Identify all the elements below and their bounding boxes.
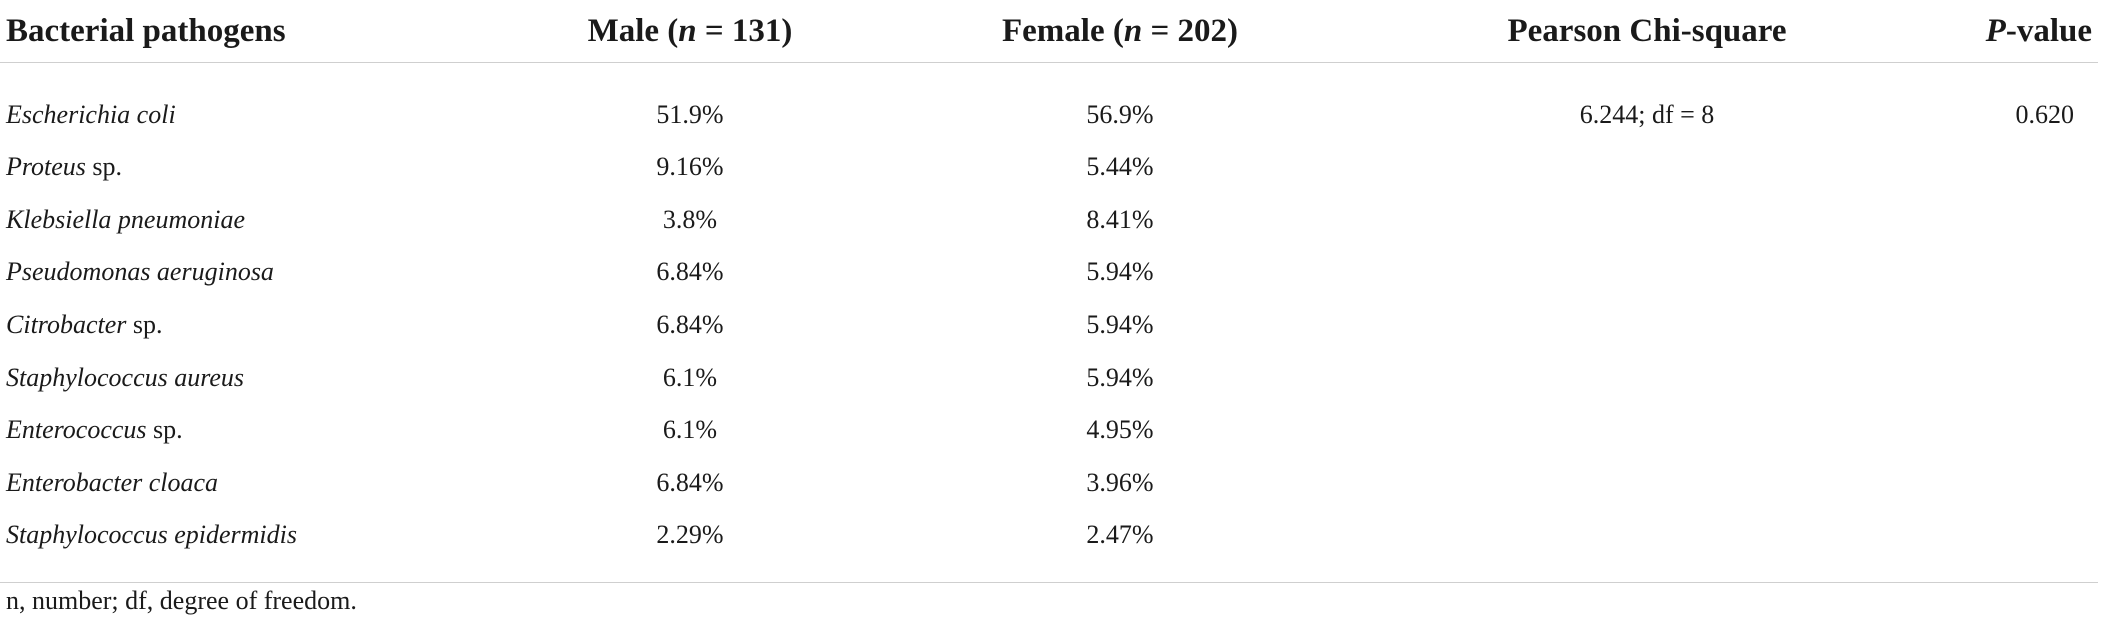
female-value: 56.9% bbox=[1086, 100, 1154, 129]
table-row: Escherichia coli 51.9% 56.9% 6.244; df =… bbox=[0, 63, 2098, 142]
female-value: 3.96% bbox=[1086, 467, 1154, 497]
female-value: 5.94% bbox=[1086, 257, 1154, 287]
p-value: 0.620 bbox=[2015, 100, 2075, 129]
chi-square-value bbox=[1350, 246, 1834, 299]
pathogen-name: Escherichia coli bbox=[6, 100, 176, 129]
table-row: Klebsiella pneumoniae 3.8% 8.41% bbox=[0, 194, 2098, 247]
female-value: 5.94% bbox=[1086, 310, 1154, 340]
chi-square-value bbox=[1350, 194, 1834, 247]
male-value: 6.84% bbox=[656, 310, 724, 340]
p-value bbox=[1834, 457, 2098, 510]
p-value bbox=[1834, 509, 2098, 583]
male-value: 6.1% bbox=[662, 415, 718, 445]
table-row: Citrobacter sp. 6.84% 5.94% bbox=[0, 299, 2098, 352]
header-pathogens: Bacterial pathogens bbox=[0, 0, 420, 63]
p-value bbox=[1834, 404, 2098, 457]
table-row: Staphylococcus aureus 6.1% 5.94% bbox=[0, 351, 2098, 404]
chi-square-value: 6.244; df = 8 bbox=[1579, 100, 1715, 129]
male-value: 51.9% bbox=[656, 100, 724, 129]
male-value: 3.8% bbox=[662, 204, 718, 234]
pathogen-table: Bacterial pathogens Male (n = 131) Femal… bbox=[0, 0, 2098, 583]
pathogen-name: Proteus sp. bbox=[6, 152, 123, 182]
table-row: Staphylococcus epidermidis 2.29% 2.47% bbox=[0, 509, 2098, 583]
female-value: 2.47% bbox=[890, 509, 1350, 583]
chi-square-value bbox=[1350, 404, 1834, 457]
pathogen-name: Enterococcus sp. bbox=[6, 415, 183, 445]
male-value: 6.1% bbox=[662, 362, 718, 392]
header-row: Bacterial pathogens Male (n = 131) Femal… bbox=[0, 0, 2098, 63]
p-value bbox=[1834, 141, 2098, 194]
pathogen-name: Pseudomonas aeruginosa bbox=[6, 257, 274, 287]
chi-square-value bbox=[1350, 141, 1834, 194]
p-value bbox=[1834, 194, 2098, 247]
male-value: 6.84% bbox=[656, 257, 724, 287]
header-male: Male (n = 131) bbox=[420, 0, 890, 63]
male-value: 6.84% bbox=[656, 467, 724, 497]
chi-square-value bbox=[1350, 457, 1834, 510]
pathogen-name: Citrobacter sp. bbox=[6, 310, 163, 340]
p-value bbox=[1834, 351, 2098, 404]
pathogen-name: Klebsiella pneumoniae bbox=[6, 204, 246, 234]
female-value: 8.41% bbox=[1086, 204, 1154, 234]
pathogen-name: Enterobacter cloaca bbox=[6, 467, 219, 497]
male-value: 2.29% bbox=[420, 509, 890, 583]
pathogen-name: Staphylococcus aureus bbox=[6, 362, 245, 392]
male-value: 9.16% bbox=[656, 152, 724, 182]
female-value: 5.94% bbox=[1086, 362, 1154, 392]
header-female: Female (n = 202) bbox=[890, 0, 1350, 63]
table-row: Enterobacter cloaca 6.84% 3.96% bbox=[0, 457, 2098, 510]
table-row: Enterococcus sp. 6.1% 4.95% bbox=[0, 404, 2098, 457]
pathogen-name: Staphylococcus epidermidis bbox=[0, 509, 420, 583]
chi-square-value bbox=[1350, 299, 1834, 352]
p-value bbox=[1834, 299, 2098, 352]
header-p-value: P-value bbox=[1834, 0, 2098, 63]
header-chi-square: Pearson Chi-square bbox=[1350, 0, 1834, 63]
female-value: 5.44% bbox=[1086, 152, 1154, 182]
table-footnote: n, number; df, degree of freedom. bbox=[6, 586, 357, 615]
female-value: 4.95% bbox=[1086, 415, 1154, 445]
chi-square-value bbox=[1350, 351, 1834, 404]
p-value bbox=[1834, 246, 2098, 299]
table-row: Pseudomonas aeruginosa 6.84% 5.94% bbox=[0, 246, 2098, 299]
table-row: Proteus sp. 9.16% 5.44% bbox=[0, 141, 2098, 194]
table-container: Bacterial pathogens Male (n = 131) Femal… bbox=[0, 0, 2098, 583]
chi-square-value bbox=[1350, 509, 1834, 583]
